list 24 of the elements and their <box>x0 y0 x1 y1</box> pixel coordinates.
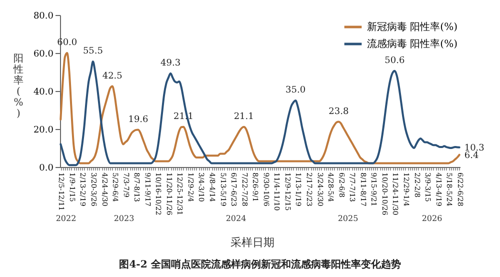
text: 图4-2 全国哨点医院流感样病例新冠和流感病毒阳性率变化趋势 <box>119 258 401 271</box>
legend-label: 新冠病毒 阳性率(%) <box>367 21 458 33</box>
data-label: 49.3 <box>160 58 181 68</box>
text: 2025 <box>338 214 358 223</box>
text: 2026 <box>422 214 442 223</box>
x-axis-title: 采样日期 <box>230 236 274 250</box>
data-label: 6.4 <box>464 150 479 161</box>
data-label: 23.8 <box>328 106 349 117</box>
data-label: 50.6 <box>384 56 405 66</box>
data-label: 55.5 <box>82 46 104 57</box>
y-tick-label: 40.0 <box>33 88 54 98</box>
data-label: 35.0 <box>286 86 306 96</box>
legend-label: 流感病毒 阳性率(%) <box>367 38 458 50</box>
y-tick-label: 80.0 <box>33 12 54 22</box>
text: 2022 <box>56 214 76 223</box>
data-label: 19.6 <box>128 114 149 125</box>
data-label: 42.5 <box>102 71 123 82</box>
y-tick-label: 0.0 <box>39 164 54 174</box>
y-tick-label: 20.0 <box>33 126 54 136</box>
y-axis-title: 阳性率(%) <box>12 54 24 120</box>
y-tick-label: 60.0 <box>33 50 54 60</box>
data-label: 21.1 <box>234 112 254 122</box>
text: 2023 <box>114 214 134 223</box>
text: 2024 <box>226 214 246 223</box>
